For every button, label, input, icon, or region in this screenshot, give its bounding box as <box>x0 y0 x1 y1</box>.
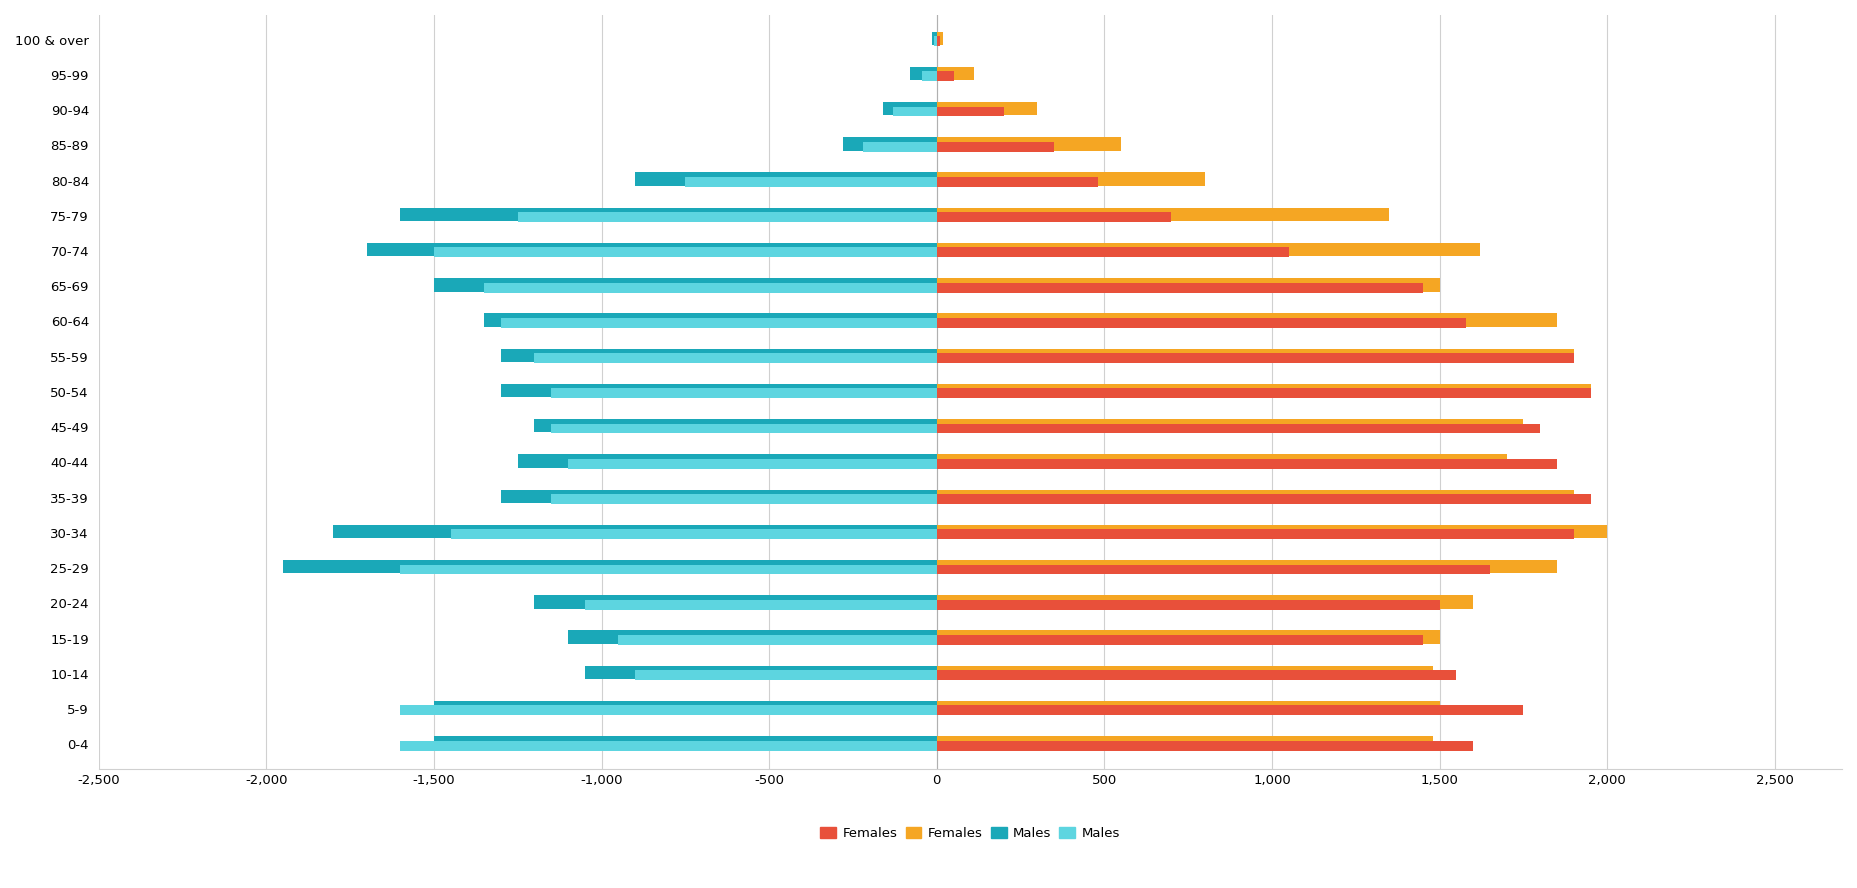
Bar <box>501 489 936 503</box>
Bar <box>936 705 1523 716</box>
Bar <box>936 243 1480 257</box>
Bar <box>936 736 1434 749</box>
Bar <box>936 388 1591 399</box>
Bar <box>552 494 936 504</box>
Bar <box>936 282 1422 292</box>
Bar <box>936 313 1556 327</box>
Bar <box>535 595 936 608</box>
Bar <box>843 138 936 151</box>
Bar <box>936 424 1539 433</box>
Bar <box>585 666 936 679</box>
Bar <box>936 67 973 80</box>
Bar <box>936 630 1439 644</box>
Bar <box>635 670 936 680</box>
Bar <box>936 560 1556 574</box>
Bar <box>936 248 1289 258</box>
Bar <box>936 353 1573 363</box>
Bar <box>936 565 1489 575</box>
Bar <box>934 36 936 46</box>
Bar <box>921 71 936 81</box>
Bar <box>401 741 936 750</box>
Bar <box>535 419 936 432</box>
Bar <box>864 142 936 152</box>
Bar <box>936 455 1506 468</box>
Bar <box>936 741 1473 750</box>
Bar <box>936 212 1172 222</box>
Bar <box>936 419 1523 432</box>
Bar <box>936 208 1389 221</box>
Bar <box>401 208 936 221</box>
Bar <box>932 32 936 45</box>
Bar <box>936 71 953 81</box>
Bar <box>884 102 936 115</box>
Bar <box>936 172 1205 186</box>
Bar <box>618 635 936 645</box>
Bar <box>936 701 1439 714</box>
Bar <box>568 630 936 644</box>
Bar <box>485 313 936 327</box>
Bar <box>936 635 1422 645</box>
Bar <box>936 384 1591 397</box>
Bar <box>535 353 936 363</box>
Bar <box>552 424 936 433</box>
Bar <box>936 318 1467 328</box>
Bar <box>332 525 936 538</box>
Bar <box>518 212 936 222</box>
Bar <box>936 107 1005 116</box>
Bar <box>936 525 1608 538</box>
Bar <box>936 670 1456 680</box>
Bar <box>936 595 1473 608</box>
Bar <box>518 455 936 468</box>
Bar <box>936 489 1573 503</box>
Bar <box>936 278 1439 291</box>
Bar <box>936 666 1434 679</box>
Bar <box>936 529 1573 539</box>
Bar <box>936 349 1573 362</box>
Bar <box>435 701 936 714</box>
Bar <box>435 278 936 291</box>
Bar <box>936 494 1591 504</box>
Bar <box>282 560 936 574</box>
Bar <box>368 243 936 257</box>
Bar <box>435 736 936 749</box>
Bar <box>401 705 936 716</box>
Bar <box>936 36 940 46</box>
Bar <box>435 248 936 258</box>
Legend: Females, Females, Males, Males: Females, Females, Males, Males <box>815 821 1125 845</box>
Bar <box>910 67 936 80</box>
Bar <box>635 172 936 186</box>
Bar <box>501 318 936 328</box>
Bar <box>501 349 936 362</box>
Bar <box>685 177 936 186</box>
Bar <box>568 459 936 469</box>
Bar <box>936 142 1055 152</box>
Bar <box>451 529 936 539</box>
Bar <box>401 565 936 575</box>
Bar <box>936 177 1097 186</box>
Bar <box>585 599 936 610</box>
Bar <box>936 102 1038 115</box>
Bar <box>936 459 1556 469</box>
Bar <box>485 282 936 292</box>
Bar <box>936 599 1439 610</box>
Bar <box>893 107 936 116</box>
Bar <box>501 384 936 397</box>
Bar <box>552 388 936 399</box>
Bar <box>936 138 1122 151</box>
Bar <box>936 32 943 45</box>
